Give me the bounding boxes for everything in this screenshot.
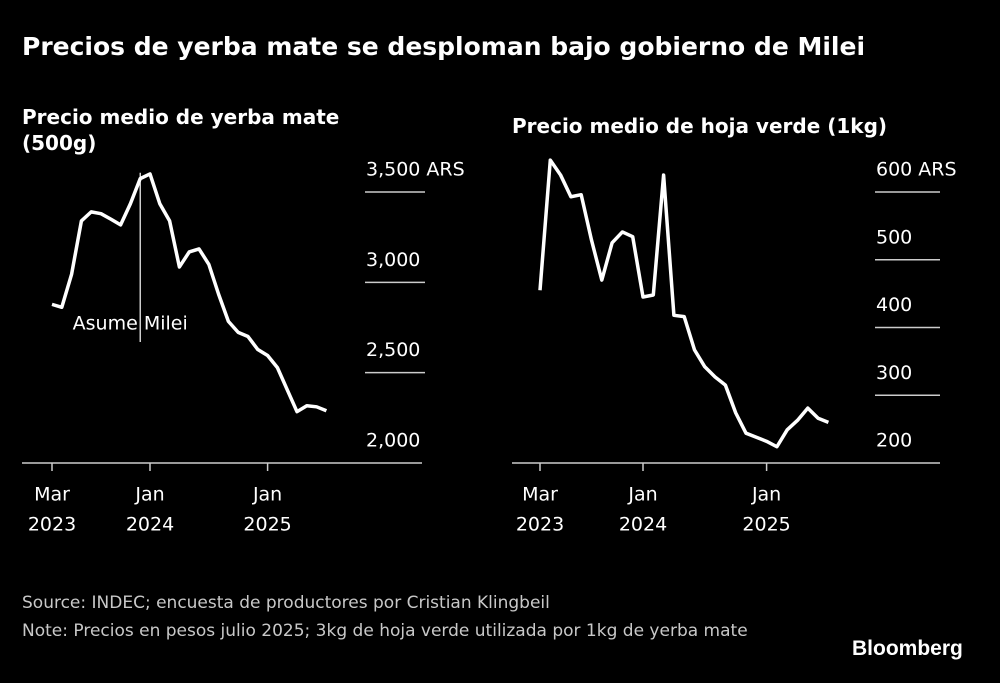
x-tick-label: 2024: [619, 514, 667, 536]
x-tick-label: Mar: [522, 484, 558, 506]
x-tick-label: Jan: [134, 484, 164, 506]
source: Source: INDEC; encuesta de productores p…: [22, 593, 550, 613]
y-tick-label: 3,500 ARS: [366, 159, 465, 181]
chart-title: Precio medio de yerba mate (500g): [22, 105, 340, 155]
x-tick-label: Jan: [627, 484, 657, 506]
x-tick-label: 2025: [243, 514, 291, 536]
x-tick-label: 2024: [126, 514, 174, 536]
x-tick-label: Jan: [252, 484, 282, 506]
y-tick-label: 3,000: [366, 249, 420, 271]
y-tick-label: 300: [876, 362, 912, 384]
annotation-label: Asume Milei: [73, 313, 188, 335]
chart-title: Precio medio de hoja verde (1kg): [512, 114, 888, 138]
logo: Bloomberg: [852, 637, 963, 660]
y-tick-label: 200: [876, 430, 912, 452]
x-tick-label: Jan: [751, 484, 781, 506]
x-tick-label: 2023: [28, 514, 76, 536]
y-tick-label: 600 ARS: [876, 159, 957, 181]
y-tick-label: 2,000: [366, 430, 420, 452]
y-tick-label: 400: [876, 294, 912, 316]
x-tick-label: Mar: [34, 484, 70, 506]
y-tick-label: 500: [876, 226, 912, 248]
data-line: [51, 172, 328, 414]
x-tick-label: 2023: [516, 514, 564, 536]
title: Precios de yerba mate se desploman bajo …: [22, 32, 866, 61]
y-tick-label: 2,500: [366, 339, 420, 361]
x-tick-label: 2025: [742, 514, 790, 536]
data-line: [538, 158, 830, 449]
note: Note: Precios en pesos julio 2025; 3kg d…: [22, 621, 748, 641]
